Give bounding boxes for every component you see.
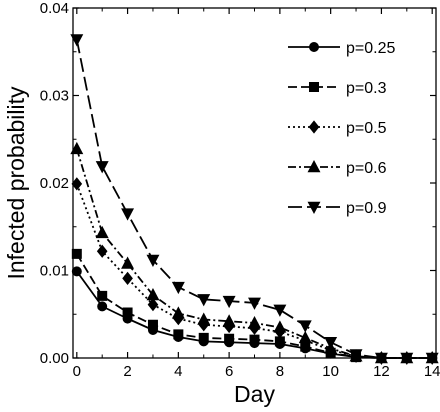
data-point [71, 248, 82, 259]
y-tick-label: 0.00 [40, 350, 69, 367]
data-point [324, 337, 338, 350]
legend-entry: p=0.25 [288, 40, 395, 57]
legend-marker [307, 201, 321, 215]
data-point [222, 314, 236, 327]
legend: p=0.25 p=0.3 p=0.5 p=0.6 p=0.9 [288, 40, 395, 217]
series-p-0-9 [70, 34, 439, 366]
legend-entry: p=0.9 [288, 200, 387, 217]
data-point [71, 177, 83, 191]
data-point [298, 330, 312, 344]
data-point [95, 225, 109, 239]
data-point [147, 319, 158, 330]
data-point [70, 141, 84, 155]
data-point [173, 329, 184, 340]
data-point [400, 352, 414, 366]
data-point [197, 312, 211, 325]
data-point [96, 244, 108, 258]
data-point [121, 256, 135, 269]
y-tick-label: 0.01 [40, 263, 69, 280]
x-axis-title: Day [234, 381, 275, 407]
data-point [121, 208, 135, 221]
legend-entry: p=0.5 [288, 120, 387, 137]
x-tick-label: 2 [123, 363, 131, 380]
y-tick-label: 0.03 [40, 88, 69, 105]
legend-label: p=0.5 [346, 120, 387, 137]
data-point [122, 271, 133, 286]
data-point [70, 34, 84, 47]
x-tick-label: 12 [373, 363, 390, 380]
legend-marker [307, 159, 321, 173]
legend-label: p=0.3 [346, 80, 387, 97]
legend-label: p=0.9 [346, 200, 387, 217]
x-tick-label: 4 [174, 363, 182, 380]
data-point [171, 281, 185, 295]
data-point [147, 297, 159, 312]
x-tick-label: 0 [73, 363, 81, 380]
series-p-0-6 [70, 141, 439, 364]
x-tick-label: 10 [322, 363, 339, 380]
legend-marker [308, 120, 320, 134]
data-point [71, 266, 82, 277]
data-point [374, 352, 388, 366]
y-axis-title: Infected probability [3, 86, 29, 280]
data-point [171, 306, 185, 319]
axis-tick-labels: 0 2 4 6 8 10 12 14 0.00 0.01 0.02 0.03 0.04 [40, 0, 440, 380]
legend-label: p=0.25 [346, 40, 395, 57]
data-point [248, 297, 261, 310]
data-point [95, 161, 109, 174]
data-point [298, 320, 312, 333]
data-point [122, 307, 133, 318]
data-point [273, 304, 287, 317]
legend-entry: p=0.6 [288, 159, 387, 177]
data-point [97, 290, 108, 301]
data-point [273, 320, 287, 333]
y-tick-label: 0.04 [40, 0, 69, 17]
legend-marker [308, 42, 319, 53]
x-tick-label: 14 [424, 363, 440, 380]
series-layer [70, 34, 439, 366]
x-tick-label: 6 [225, 363, 233, 380]
legend-entry: p=0.3 [288, 80, 387, 97]
data-point [146, 254, 160, 268]
x-tick-label: 8 [276, 363, 284, 380]
data-point [349, 349, 363, 362]
data-point [425, 352, 439, 366]
data-point [222, 295, 236, 309]
data-point [197, 294, 211, 307]
data-point [249, 334, 260, 345]
data-point [198, 332, 209, 343]
data-point [248, 315, 261, 329]
legend-marker [308, 82, 319, 93]
data-point [97, 301, 108, 312]
data-point [146, 287, 160, 301]
y-tick-label: 0.02 [40, 175, 69, 192]
legend-label: p=0.6 [346, 160, 387, 177]
data-point [224, 333, 235, 344]
